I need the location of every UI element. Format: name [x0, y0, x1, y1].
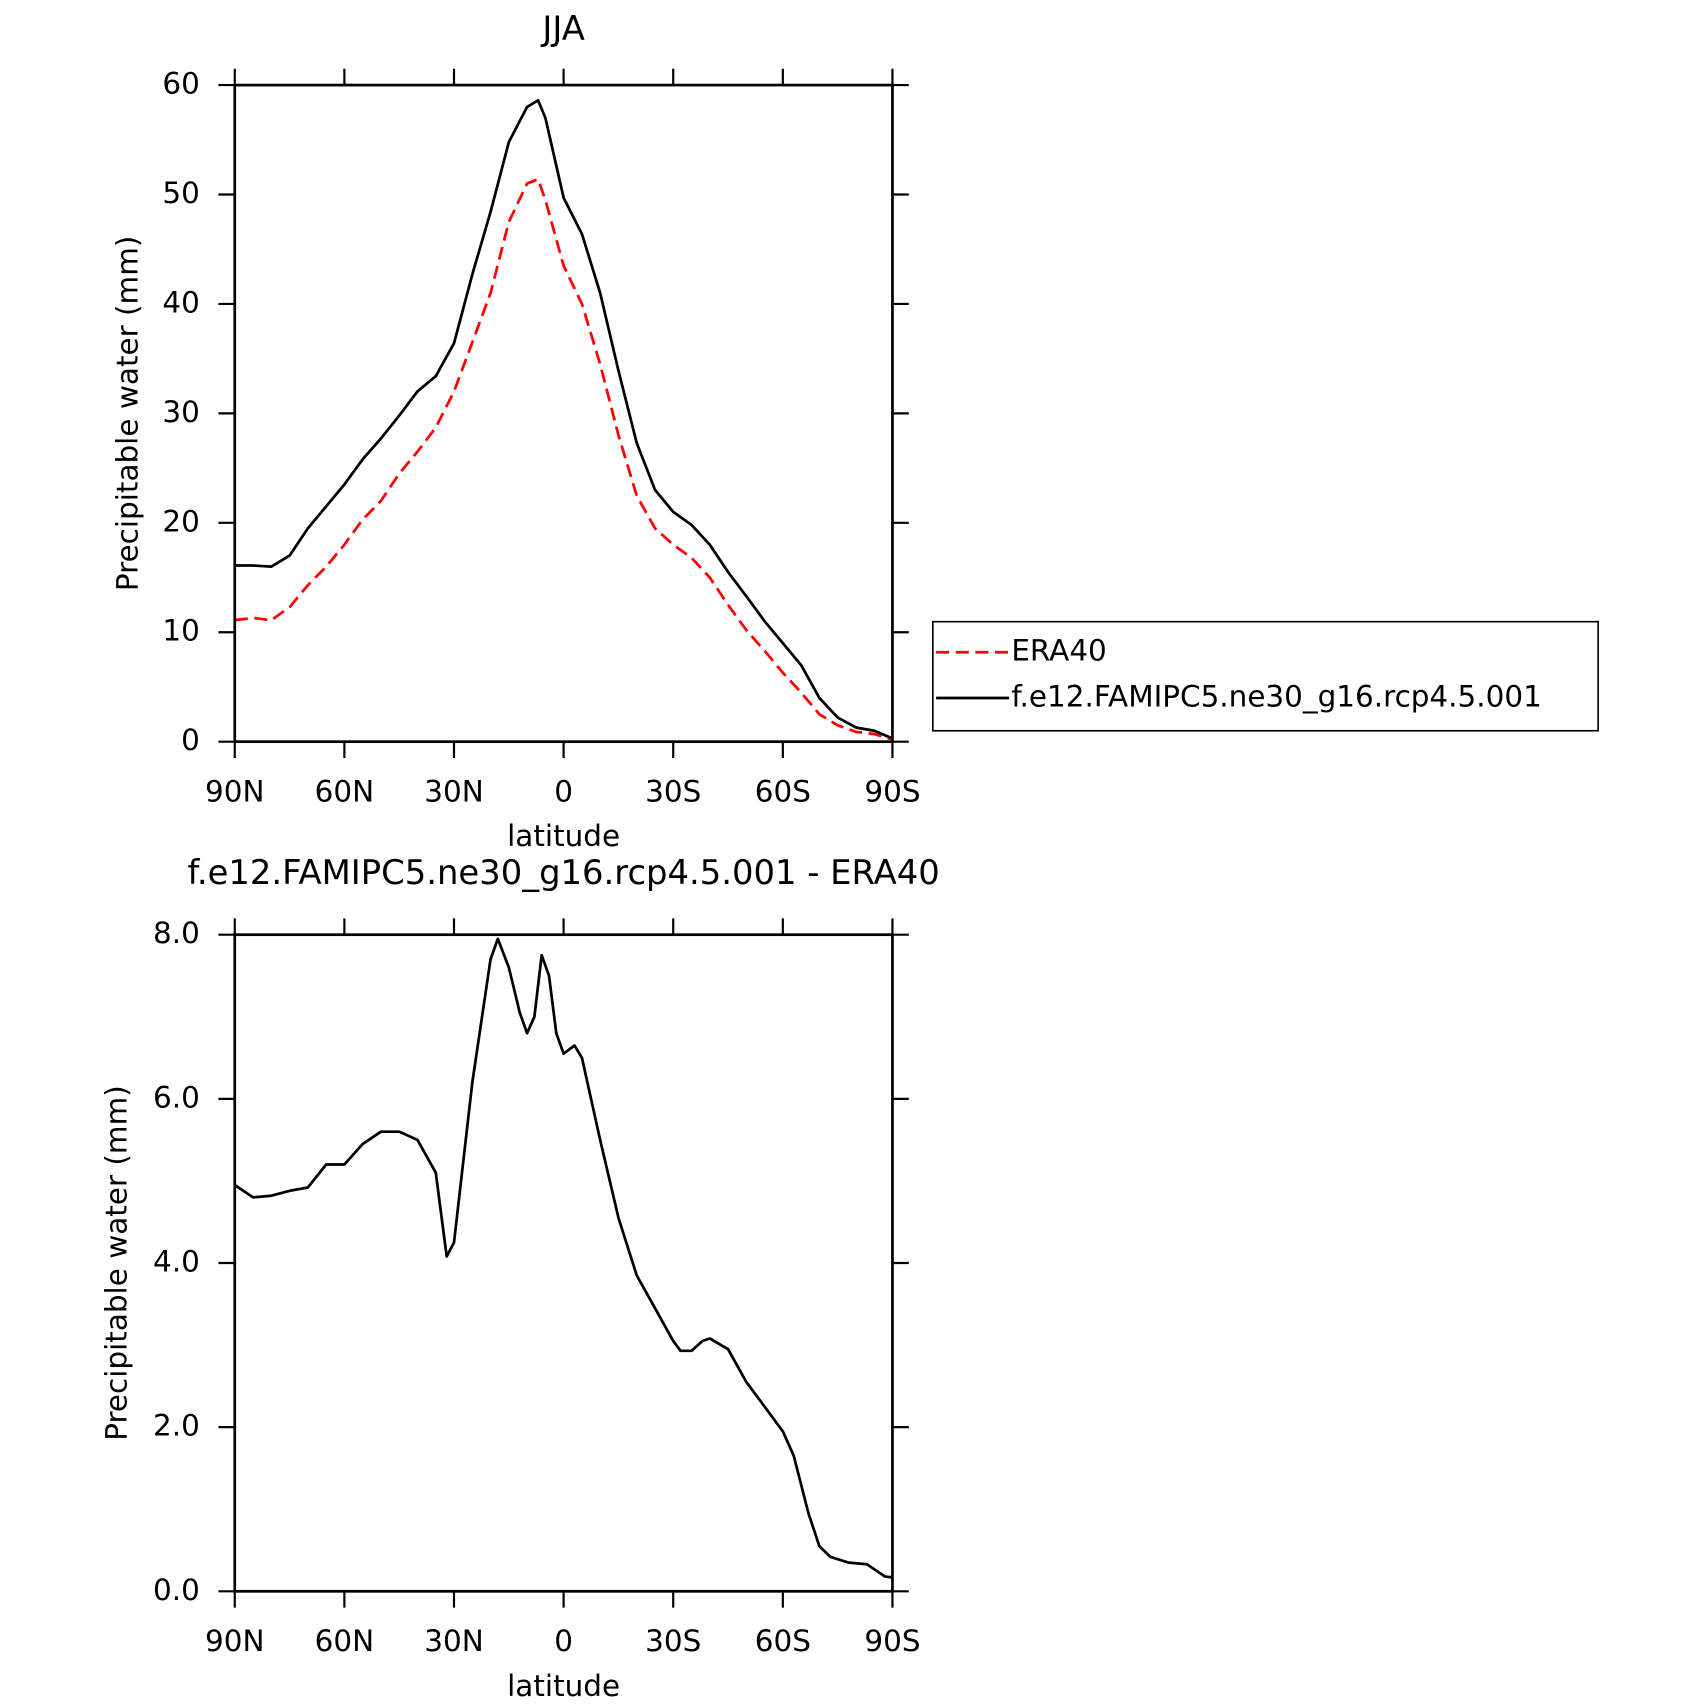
chart-title: JJA: [540, 9, 584, 48]
plot-frame: [233, 933, 894, 1593]
x-tick-label: 90N: [205, 1624, 264, 1658]
x-tick-label: 0: [554, 1624, 573, 1658]
y-tick-label: 0: [181, 723, 200, 757]
series-line: [234, 98, 893, 740]
x-axis-label: latitude: [507, 819, 620, 853]
legend-label: ERA40: [1011, 634, 1106, 668]
x-tick-label: 90S: [864, 1624, 920, 1658]
chart-title: f.e12.FAMIPC5.ne30_g16.rcp4.5.001 - ERA4…: [187, 853, 939, 892]
x-tick-label: 90S: [864, 774, 920, 808]
x-tick-label: 30S: [645, 1624, 701, 1658]
y-axis-label: Precipitable water (mm): [110, 236, 144, 591]
series-line: [234, 937, 893, 1579]
y-tick-label: 30: [162, 395, 199, 429]
series-line: [234, 177, 893, 741]
x-tick-label: 30N: [424, 1624, 483, 1658]
legend-box: [931, 620, 1599, 732]
x-tick-label: 60S: [755, 774, 811, 808]
y-tick-label: 0.0: [153, 1573, 200, 1607]
y-tick-label: 8.0: [153, 916, 200, 950]
y-tick-label: 50: [162, 176, 199, 210]
x-axis-label: latitude: [507, 1669, 620, 1703]
x-tick-label: 30S: [645, 774, 701, 808]
y-tick-label: 2.0: [153, 1409, 200, 1443]
x-tick-label: 90N: [205, 774, 264, 808]
x-tick-label: 0: [554, 774, 573, 808]
x-tick-label: 30N: [424, 774, 483, 808]
legend-label: f.e12.FAMIPC5.ne30_g16.rcp4.5.001: [1011, 680, 1541, 714]
x-tick-label: 60N: [315, 774, 374, 808]
y-tick-label: 60: [162, 67, 199, 101]
plot-frame: [233, 83, 894, 744]
y-tick-label: 20: [162, 504, 199, 538]
x-tick-label: 60N: [315, 1624, 374, 1658]
y-axis-label: Precipitable water (mm): [100, 1085, 134, 1440]
y-tick-label: 4.0: [153, 1245, 200, 1279]
y-tick-label: 6.0: [153, 1080, 200, 1114]
y-tick-label: 40: [162, 285, 199, 319]
x-tick-label: 60S: [755, 1624, 811, 1658]
y-tick-label: 10: [162, 614, 199, 648]
